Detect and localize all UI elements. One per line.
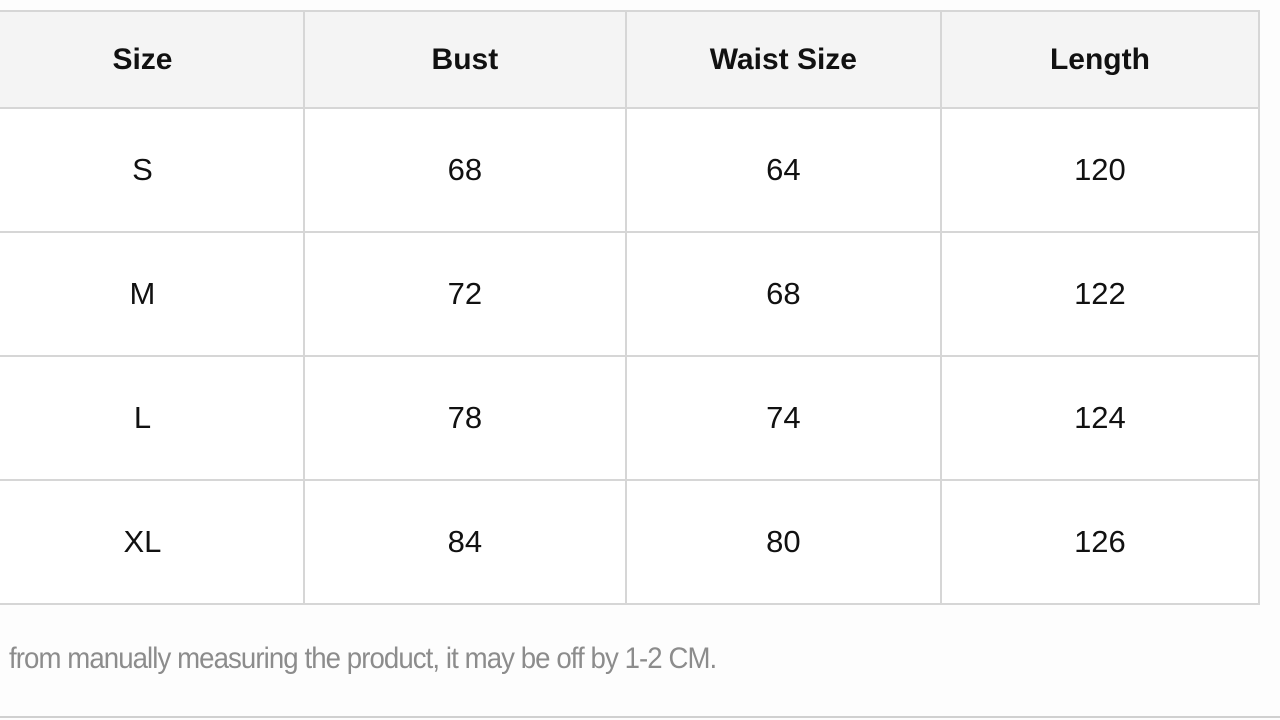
cell-bust: 72 — [302, 231, 627, 357]
cell-waist: 74 — [624, 355, 942, 481]
header-length: Length — [939, 10, 1261, 109]
cell-size: M — [0, 231, 305, 357]
table-row: L 78 74 124 — [0, 355, 1261, 481]
cell-bust: 84 — [302, 479, 627, 605]
cell-length: 122 — [939, 231, 1261, 357]
cell-waist: 80 — [624, 479, 942, 605]
cell-bust: 68 — [302, 107, 627, 233]
cell-size: L — [0, 355, 305, 481]
cell-bust: 78 — [302, 355, 627, 481]
header-bust: Bust — [302, 10, 627, 109]
cell-size: S — [0, 107, 305, 233]
header-waist-size: Waist Size — [624, 10, 942, 109]
size-chart-table: Size Bust Waist Size Length S 68 64 120 … — [0, 10, 1261, 605]
cell-length: 124 — [939, 355, 1261, 481]
table-row: S 68 64 120 — [0, 107, 1261, 233]
cell-waist: 64 — [624, 107, 942, 233]
measurement-note: from manually measuring the product, it … — [9, 642, 717, 675]
cell-waist: 68 — [624, 231, 942, 357]
cell-size: XL — [0, 479, 305, 605]
divider — [0, 716, 1280, 718]
header-size: Size — [0, 10, 305, 109]
table-row: M 72 68 122 — [0, 231, 1261, 357]
cell-length: 120 — [939, 107, 1261, 233]
table-row: XL 84 80 126 — [0, 479, 1261, 605]
cell-length: 126 — [939, 479, 1261, 605]
table-header-row: Size Bust Waist Size Length — [0, 10, 1261, 109]
